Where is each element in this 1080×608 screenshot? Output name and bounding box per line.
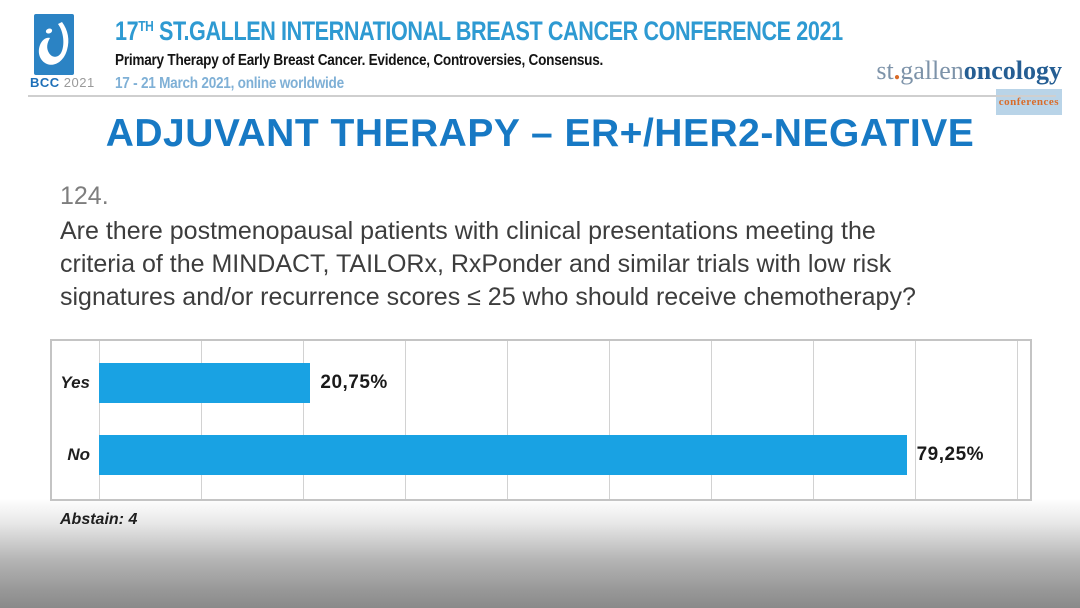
conference-header: BCC 2021 17TH ST.GALLEN INTERNATIONAL BR… xyxy=(0,0,1080,115)
conference-title-rest: ST.GALLEN INTERNATIONAL BREAST CANCER CO… xyxy=(153,16,843,46)
org-logo-gallen: gallen xyxy=(900,56,964,85)
bar-no xyxy=(99,435,907,475)
category-label-no: No xyxy=(67,445,90,464)
abstain-count: Abstain: 4 xyxy=(60,511,138,528)
question-line-3: signatures and/or recurrence scores ≤ 25… xyxy=(60,283,916,311)
value-label-yes: 20,75% xyxy=(320,372,388,393)
bcc-acronym: BCC xyxy=(30,75,60,90)
bcc-year: 2021 xyxy=(63,75,95,90)
conference-title-number: 17 xyxy=(115,16,139,46)
category-label-yes: Yes xyxy=(60,373,90,392)
stgallen-oncology-logo: st.gallenoncology conferences xyxy=(876,58,1062,115)
org-logo-st: st xyxy=(876,56,894,85)
header-text-block: 17TH ST.GALLEN INTERNATIONAL BREAST CANC… xyxy=(115,12,1025,93)
poll-results-chart: Yes 20,75% No 79,25% xyxy=(50,339,1032,501)
question-number: 124. xyxy=(60,182,109,210)
header-divider xyxy=(28,95,1056,97)
org-logo-dot: . xyxy=(893,56,901,85)
conference-title-ordinal: TH xyxy=(138,18,154,35)
question-text: Are there postmenopausal patients with c… xyxy=(60,215,916,314)
slide-title: ADJUVANT THERAPY – ER+/HER2-NEGATIVE xyxy=(105,112,975,155)
org-logo-oncology: oncology xyxy=(963,56,1062,85)
bcc-logo-caption: BCC 2021 xyxy=(30,75,100,90)
chart-row-no: No 79,25% xyxy=(52,435,1030,475)
conference-subtitle: Primary Therapy of Early Breast Cancer. … xyxy=(115,52,604,69)
bcc-logo xyxy=(34,14,74,75)
bar-yes xyxy=(99,363,311,403)
org-logo-conferences: conferences xyxy=(995,89,1062,115)
conference-dates: 17 - 21 March 2021, online worldwide xyxy=(115,75,344,92)
value-label-no: 79,25% xyxy=(916,444,985,465)
conference-title: 17TH ST.GALLEN INTERNATIONAL BREAST CANC… xyxy=(115,12,843,46)
question-line-1: Are there postmenopausal patients with c… xyxy=(60,217,876,245)
chart-row-yes: Yes 20,75% xyxy=(52,363,1030,403)
question-line-2: criteria of the MINDACT, TAILORx, RxPond… xyxy=(60,250,892,278)
swan-drop-icon xyxy=(38,22,69,65)
